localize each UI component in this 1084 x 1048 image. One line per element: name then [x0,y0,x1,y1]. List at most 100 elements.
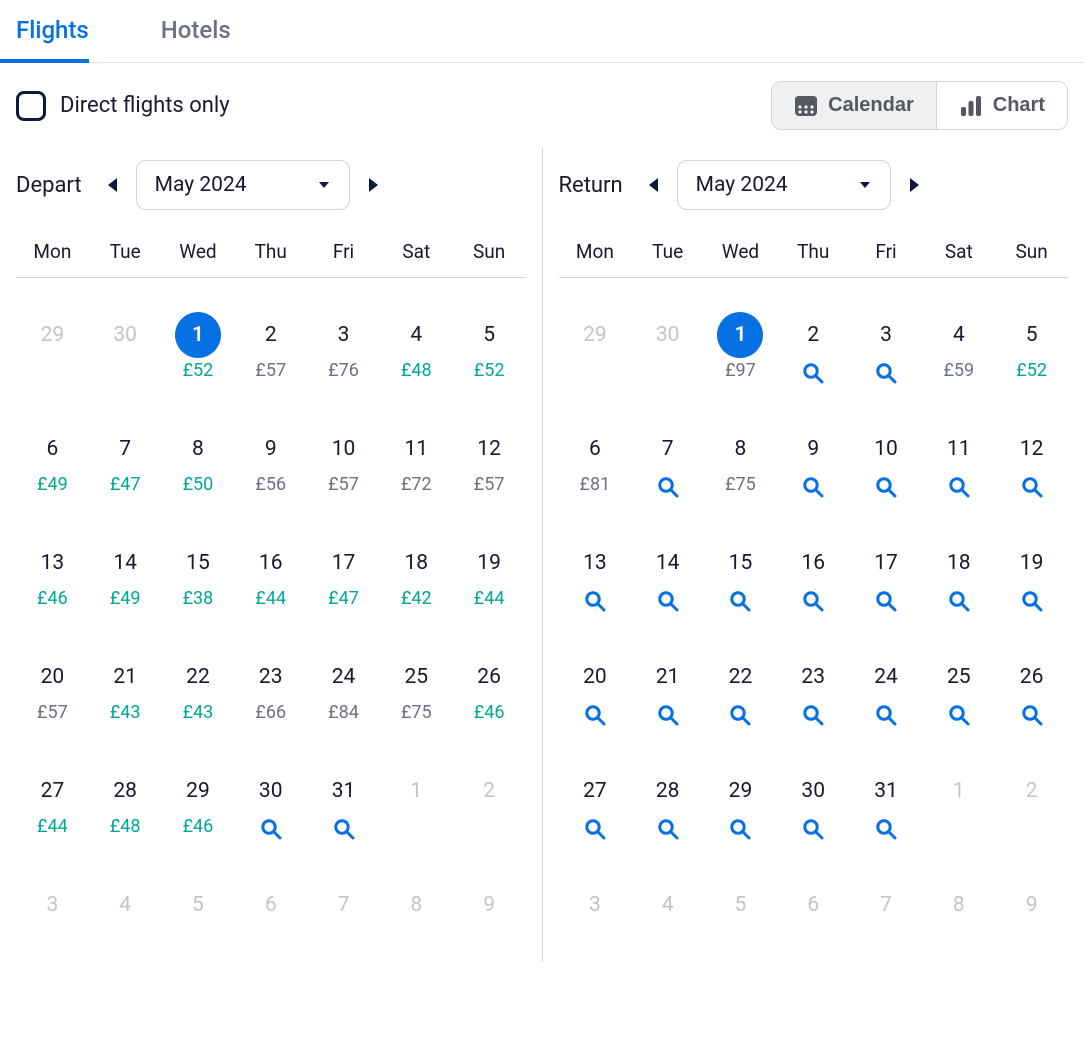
search-icon [729,590,751,612]
calendar-day[interactable]: 3£76 [307,312,380,392]
chart-view-button[interactable]: Chart [936,82,1067,129]
week-row: 131415161718 19 [559,506,1069,620]
calendar-day[interactable]: 21 [631,654,704,734]
calendar-day[interactable]: 9 [777,426,850,506]
calendar-day[interactable]: 15£38 [162,540,235,620]
calendar-day[interactable]: 21£43 [89,654,162,734]
calendar-day[interactable]: 24 [850,654,923,734]
calendar-day[interactable]: 9£56 [234,426,307,506]
weekday-label: Thu [234,240,307,263]
calendar-day[interactable]: 28 [631,768,704,848]
search-icon [802,362,824,384]
depart-header: DepartMay 2024 [16,148,542,240]
calendar-day[interactable]: 28£48 [89,768,162,848]
day-number: 2 [466,768,512,814]
tab-flights[interactable]: Flights [16,0,113,62]
calendar-day[interactable]: 4£48 [380,312,453,392]
calendar-day[interactable]: 27 [559,768,632,848]
week-row: 29301£522£573£764£485£52 [16,278,526,392]
calendar-day[interactable]: 25£75 [380,654,453,734]
calendar-day[interactable]: 3 [850,312,923,392]
calendar-day[interactable]: 12£57 [453,426,526,506]
calendar-day[interactable]: 20£57 [16,654,89,734]
calendar-day[interactable]: 10£57 [307,426,380,506]
calendar-day: 7 [307,882,380,962]
calendar-day[interactable]: 24£84 [307,654,380,734]
day-number: 10 [321,426,367,472]
calendar-day[interactable]: 30 [234,768,307,848]
calendar-day[interactable]: 18£42 [380,540,453,620]
day-price: £76 [328,360,359,381]
prev-month-button[interactable] [102,174,122,196]
calendar-day[interactable]: 16 [777,540,850,620]
calendar-day[interactable]: 27£44 [16,768,89,848]
month-select[interactable]: May 2024 [136,160,350,210]
day-number: 9 [466,882,512,928]
calendar-day[interactable]: 11£72 [380,426,453,506]
day-price: £75 [401,702,432,723]
calendar-day[interactable]: 1£97 [704,312,777,392]
calendar-day[interactable]: 7£47 [89,426,162,506]
calendar-day[interactable]: 23£66 [234,654,307,734]
calendar-day[interactable]: 17 [850,540,923,620]
calendar-day[interactable]: 14£49 [89,540,162,620]
calendar-day[interactable]: 31 [850,768,923,848]
search-icon [802,590,824,612]
direct-flights-label: Direct flights only [60,93,230,118]
calendar-day[interactable]: 8£50 [162,426,235,506]
day-number: 31 [321,768,367,814]
calendar-day[interactable]: 14 [631,540,704,620]
calendar-day[interactable]: 22 [704,654,777,734]
calendar-day[interactable]: 19 [995,540,1068,620]
calendar-day[interactable]: 25 [922,654,995,734]
calendar-day[interactable]: 15 [704,540,777,620]
prev-month-button[interactable] [643,174,663,196]
day-number: 21 [645,654,691,700]
tab-hotels[interactable]: Hotels [161,0,255,62]
calendar-day[interactable]: 6£49 [16,426,89,506]
search-icon [1021,476,1043,498]
day-number: 19 [1009,540,1055,586]
calendar-day[interactable]: 13 [559,540,632,620]
next-month-button[interactable] [364,174,384,196]
day-number: 28 [645,768,691,814]
calendar-day[interactable]: 7 [631,426,704,506]
calendar-view-button[interactable]: Calendar [772,82,936,129]
calendar-day: 3 [16,882,89,962]
calendar-day[interactable]: 26£46 [453,654,526,734]
day-number: 3 [321,312,367,358]
calendar-day[interactable]: 11 [922,426,995,506]
calendar-day[interactable]: 5£52 [995,312,1068,392]
calendar-day[interactable]: 26 [995,654,1068,734]
toolbar: Direct flights only Calendar [0,63,1084,148]
day-number: 11 [936,426,982,472]
calendar-day[interactable]: 8£75 [704,426,777,506]
direct-flights-checkbox[interactable]: Direct flights only [16,91,230,121]
calendar-day[interactable]: 29£46 [162,768,235,848]
calendar-day[interactable]: 31 [307,768,380,848]
calendar-day[interactable]: 29 [704,768,777,848]
calendar-day[interactable]: 5£52 [453,312,526,392]
day-number: 3 [863,312,909,358]
calendar-day[interactable]: 6£81 [559,426,632,506]
calendar-day[interactable]: 22£43 [162,654,235,734]
calendar-day[interactable]: 17£47 [307,540,380,620]
next-month-button[interactable] [905,174,925,196]
calendar-day[interactable]: 2£57 [234,312,307,392]
calendar-day[interactable]: 1£52 [162,312,235,392]
month-select[interactable]: May 2024 [677,160,891,210]
day-price: £52 [474,360,505,381]
calendar-day: 1 [380,768,453,848]
calendar-day[interactable]: 18 [922,540,995,620]
calendar-day[interactable]: 19£44 [453,540,526,620]
calendar-day[interactable]: 20 [559,654,632,734]
calendar-day[interactable]: 16£44 [234,540,307,620]
calendar-day[interactable]: 23 [777,654,850,734]
calendar-day[interactable]: 2 [777,312,850,392]
calendar-day[interactable]: 30 [777,768,850,848]
calendar-day[interactable]: 10 [850,426,923,506]
return-title: Return [559,173,623,198]
calendar-day[interactable]: 4£59 [922,312,995,392]
calendar-day[interactable]: 12 [995,426,1068,506]
calendar-day[interactable]: 13£46 [16,540,89,620]
